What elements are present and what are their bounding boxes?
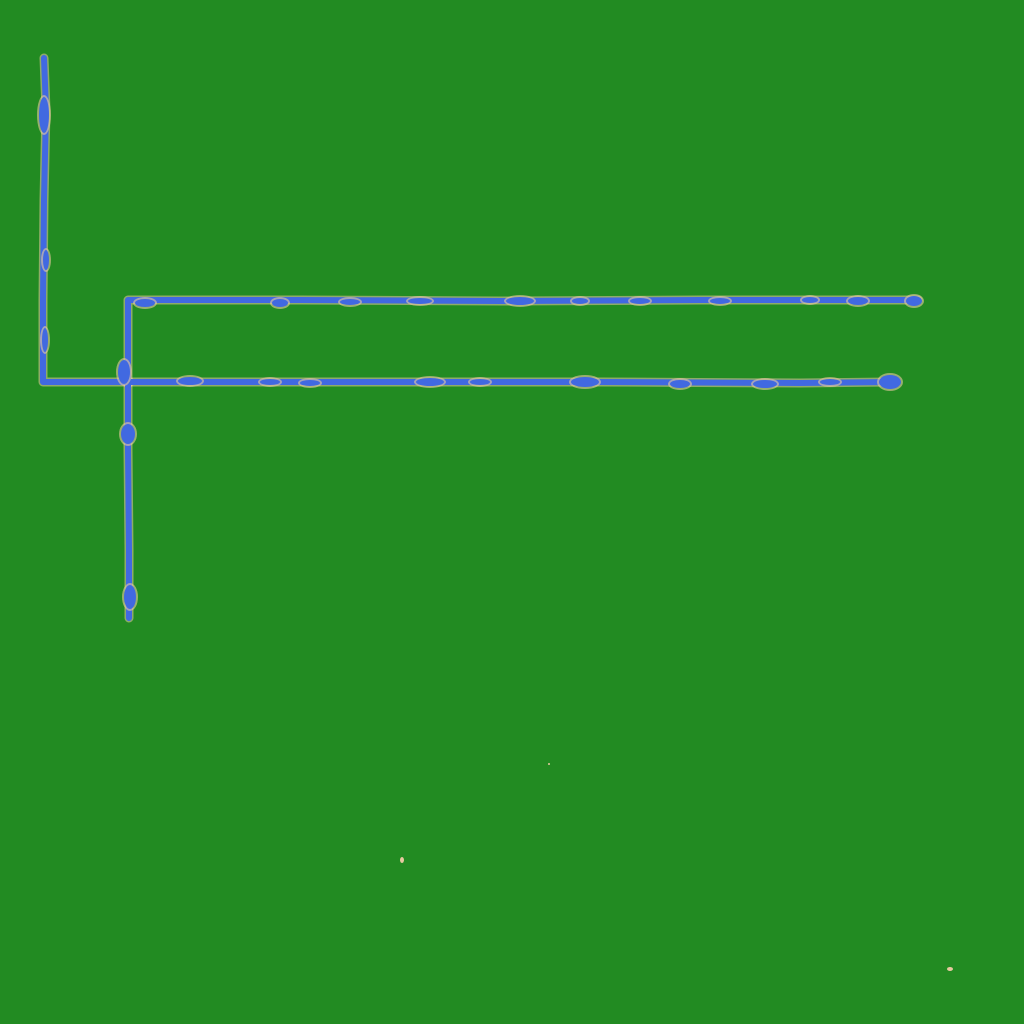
river-bulge	[802, 297, 818, 303]
river-bulge	[879, 375, 901, 389]
river-bulge	[124, 585, 136, 609]
river-bulge	[571, 377, 599, 387]
sand-speck-1	[400, 857, 404, 863]
river-bulge	[118, 360, 130, 384]
river-bulge	[272, 299, 288, 307]
river-bulge	[178, 377, 202, 385]
river-bulge	[848, 297, 868, 305]
river-bulge	[670, 380, 690, 388]
sand-specks	[400, 763, 953, 971]
sand-speck-3	[548, 763, 550, 765]
river-bulge	[135, 299, 155, 307]
river-bulge	[42, 328, 48, 352]
river-bulge	[43, 250, 49, 270]
river-bulge	[416, 378, 444, 386]
river-bulge	[300, 380, 320, 386]
river-upper-east	[125, 297, 921, 387]
river-bulge	[39, 97, 49, 133]
river-bulge	[710, 298, 730, 304]
river-bulge	[121, 424, 135, 444]
river-bulge	[906, 296, 922, 306]
river-bulge	[820, 379, 840, 385]
river-bulge	[572, 298, 588, 304]
river-bulge	[260, 379, 280, 385]
river-bulge	[506, 297, 534, 305]
river-bulge	[753, 380, 777, 388]
river-bulge	[340, 299, 360, 305]
river-south	[125, 381, 132, 621]
river-bulge	[408, 298, 432, 304]
river-bulges	[37, 95, 924, 611]
river-bulge	[470, 379, 490, 385]
river-bulge	[630, 298, 650, 304]
sand-speck-2	[947, 967, 953, 971]
